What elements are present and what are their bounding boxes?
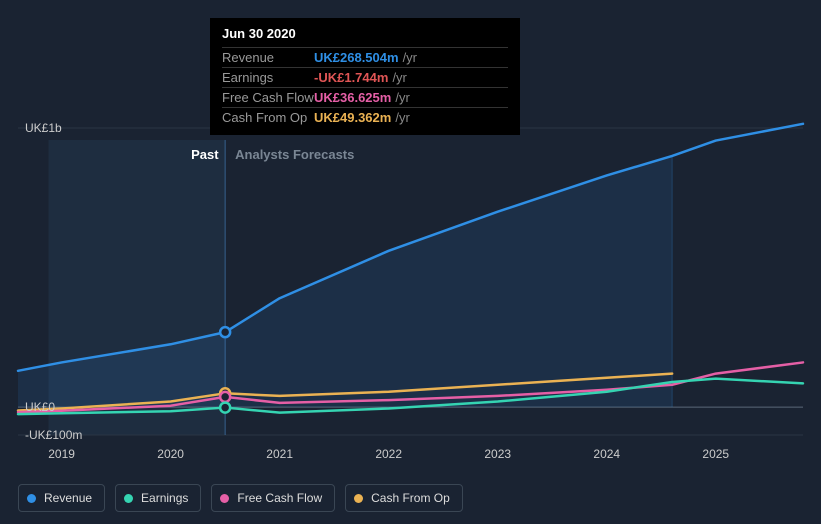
tooltip-rows: RevenueUK£268.504m/yrEarnings-UK£1.744m/… xyxy=(222,47,508,127)
tooltip-row: RevenueUK£268.504m/yr xyxy=(222,47,508,67)
tooltip-metric-suffix: /yr xyxy=(395,110,409,125)
legend-item-free-cash-flow[interactable]: Free Cash Flow xyxy=(211,484,335,512)
past-section-label: Past xyxy=(191,147,218,162)
tooltip-row: Earnings-UK£1.744m/yr xyxy=(222,67,508,87)
legend-dot-icon xyxy=(354,494,363,503)
x-axis-label: 2025 xyxy=(702,447,729,461)
tooltip-metric-suffix: /yr xyxy=(392,70,406,85)
tooltip-metric-label: Cash From Op xyxy=(222,110,314,125)
x-axis-label: 2021 xyxy=(266,447,293,461)
tooltip-metric-label: Earnings xyxy=(222,70,314,85)
legend-dot-icon xyxy=(27,494,36,503)
legend-item-cash-from-op[interactable]: Cash From Op xyxy=(345,484,463,512)
legend-label: Earnings xyxy=(141,491,188,505)
tooltip-metric-value: -UK£1.744m xyxy=(314,70,388,85)
legend-label: Free Cash Flow xyxy=(237,491,322,505)
tooltip-metric-label: Revenue xyxy=(222,50,314,65)
tooltip-metric-suffix: /yr xyxy=(395,90,409,105)
y-axis-label: UK£0 xyxy=(25,400,55,414)
legend-dot-icon xyxy=(124,494,133,503)
x-axis-label: 2019 xyxy=(48,447,75,461)
tooltip-metric-value: UK£49.362m xyxy=(314,110,391,125)
x-axis-label: 2024 xyxy=(593,447,620,461)
legend-label: Revenue xyxy=(44,491,92,505)
x-axis-label: 2020 xyxy=(157,447,184,461)
x-axis-label: 2023 xyxy=(484,447,511,461)
y-axis-label: UK£1b xyxy=(25,121,62,135)
x-axis-label: 2022 xyxy=(375,447,402,461)
financial-forecast-chart: Jun 30 2020 RevenueUK£268.504m/yrEarning… xyxy=(0,0,821,524)
tooltip-metric-label: Free Cash Flow xyxy=(222,90,314,105)
tooltip-row: Cash From OpUK£49.362m/yr xyxy=(222,107,508,127)
forecast-section-label: Analysts Forecasts xyxy=(235,147,354,162)
tooltip-row: Free Cash FlowUK£36.625m/yr xyxy=(222,87,508,107)
chart-tooltip: Jun 30 2020 RevenueUK£268.504m/yrEarning… xyxy=(210,18,520,135)
chart-legend: Revenue Earnings Free Cash Flow Cash From O… xyxy=(18,484,463,512)
tooltip-metric-value: UK£268.504m xyxy=(314,50,399,65)
legend-dot-icon xyxy=(220,494,229,503)
tooltip-metric-value: UK£36.625m xyxy=(314,90,391,105)
legend-item-earnings[interactable]: Earnings xyxy=(115,484,201,512)
legend-item-revenue[interactable]: Revenue xyxy=(18,484,105,512)
y-axis-label: -UK£100m xyxy=(25,428,82,442)
tooltip-metric-suffix: /yr xyxy=(403,50,417,65)
tooltip-date: Jun 30 2020 xyxy=(222,26,508,41)
legend-label: Cash From Op xyxy=(371,491,450,505)
